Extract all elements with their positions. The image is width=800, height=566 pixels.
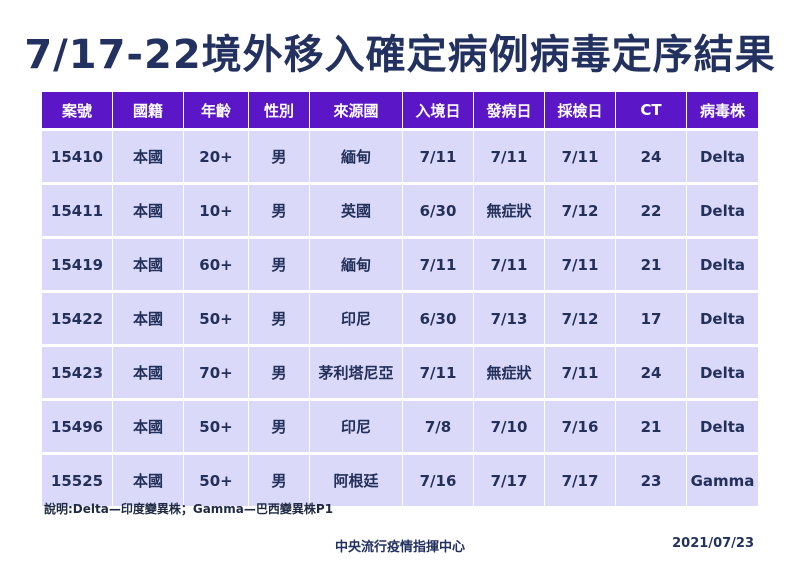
table-cell: 7/8 bbox=[403, 398, 474, 452]
table-cell: Delta bbox=[687, 290, 758, 344]
column-header: 來源國 bbox=[310, 92, 403, 128]
table-cell: 22 bbox=[616, 182, 687, 236]
table-cell: 20+ bbox=[184, 128, 249, 182]
table-cell: 17 bbox=[616, 290, 687, 344]
table-cell: 7/12 bbox=[545, 290, 616, 344]
table-cell: 本國 bbox=[113, 344, 184, 398]
table-cell: 本國 bbox=[113, 452, 184, 506]
table-cell: Delta bbox=[687, 236, 758, 290]
column-header: 入境日 bbox=[403, 92, 474, 128]
table-cell: 男 bbox=[249, 182, 310, 236]
table-cell: 21 bbox=[616, 398, 687, 452]
table-cell: 本國 bbox=[113, 398, 184, 452]
column-header: 年齡 bbox=[184, 92, 249, 128]
column-header: 國籍 bbox=[113, 92, 184, 128]
table-cell: 7/12 bbox=[545, 182, 616, 236]
table-cell: 60+ bbox=[184, 236, 249, 290]
table-row: 15496 本國 50+ 男印尼 7/8 7/10 7/16 21 Delta bbox=[42, 398, 758, 452]
sequencing-results-table: 案號 國籍 年齡 性別 來源國 入境日 發病日 採檢日 CT 病毒株 15410 本國 20+ 男緬甸 7… bbox=[42, 92, 758, 506]
table-cell: 本國 bbox=[113, 182, 184, 236]
table-cell: 7/11 bbox=[545, 128, 616, 182]
table-cell: 茅利塔尼亞 bbox=[310, 344, 403, 398]
column-header: 性別 bbox=[249, 92, 310, 128]
table-cell: 本國 bbox=[113, 290, 184, 344]
table-cell: 男 bbox=[249, 236, 310, 290]
legend-note: 說明:Delta—印度變異株；Gamma—巴西變異株P1 bbox=[44, 502, 334, 516]
table-cell: 7/16 bbox=[545, 398, 616, 452]
table-cell: 英國 bbox=[310, 182, 403, 236]
table-row: 15410 本國 20+ 男緬甸 7/11 7/11 7/11 24 Delta bbox=[42, 128, 758, 182]
table-cell: 7/11 bbox=[403, 236, 474, 290]
table-cell: 印尼 bbox=[310, 290, 403, 344]
page-title: 7/17-22境外移入確定病例病毒定序結果 bbox=[24, 32, 776, 78]
table-cell: 7/13 bbox=[474, 290, 545, 344]
table-cell: 7/11 bbox=[474, 128, 545, 182]
table-body: 15410 本國 20+ 男緬甸 7/11 7/11 7/11 24 Delta 15411 本國 1… bbox=[42, 128, 758, 506]
table-cell: 本國 bbox=[113, 236, 184, 290]
table-cell: 70+ bbox=[184, 344, 249, 398]
table-cell: 7/17 bbox=[545, 452, 616, 506]
table-cell: 7/11 bbox=[474, 236, 545, 290]
table-header-row: 案號 國籍 年齡 性別 來源國 入境日 發病日 採檢日 CT 病毒株 bbox=[42, 92, 758, 128]
organization-name: 中央流行疫情指揮中心 bbox=[334, 540, 465, 555]
table-cell: 15496 bbox=[42, 398, 113, 452]
table-row: 15525 本國 50+ 男阿根廷 7/16 7/17 7/17 23 Gamma bbox=[42, 452, 758, 506]
table-cell: 7/16 bbox=[403, 452, 474, 506]
table-cell: 7/17 bbox=[474, 452, 545, 506]
table-cell: 15525 bbox=[42, 452, 113, 506]
table-cell: 無症狀 bbox=[474, 344, 545, 398]
table-cell: 23 bbox=[616, 452, 687, 506]
table-cell: 緬甸 bbox=[310, 128, 403, 182]
table-cell: 15419 bbox=[42, 236, 113, 290]
table-cell: 7/11 bbox=[403, 128, 474, 182]
table-cell: 15410 bbox=[42, 128, 113, 182]
table-row: 15411 本國 10+ 男英國 6/30 無症狀 7/12 22 Delta bbox=[42, 182, 758, 236]
table-cell: 21 bbox=[616, 236, 687, 290]
table-cell: 6/30 bbox=[403, 290, 474, 344]
table-cell: 24 bbox=[616, 344, 687, 398]
publish-date: 2021/07/23 bbox=[672, 536, 754, 551]
table-cell: 緬甸 bbox=[310, 236, 403, 290]
table-row: 15422 本國 50+ 男印尼 6/30 7/13 7/12 17 Delta bbox=[42, 290, 758, 344]
table-row: 15419 本國 60+ 男緬甸 7/11 7/11 7/11 21 Delta bbox=[42, 236, 758, 290]
table-cell: 男 bbox=[249, 344, 310, 398]
table-cell: 24 bbox=[616, 128, 687, 182]
table-cell: 6/30 bbox=[403, 182, 474, 236]
table-cell: 15411 bbox=[42, 182, 113, 236]
table-cell: 男 bbox=[249, 290, 310, 344]
table-cell: 男 bbox=[249, 452, 310, 506]
table-cell: 15423 bbox=[42, 344, 113, 398]
table-cell: Gamma bbox=[687, 452, 758, 506]
table-cell: 50+ bbox=[184, 452, 249, 506]
column-header: CT bbox=[616, 92, 687, 128]
table-cell: 7/10 bbox=[474, 398, 545, 452]
table-row: 15423 本國 70+ 男茅利塔尼亞 7/11 無症狀 7/11 24 Delta bbox=[42, 344, 758, 398]
table-cell: Delta bbox=[687, 398, 758, 452]
table-cell: 男 bbox=[249, 128, 310, 182]
table-cell: 印尼 bbox=[310, 398, 403, 452]
column-header: 病毒株 bbox=[687, 92, 758, 128]
column-header: 發病日 bbox=[474, 92, 545, 128]
table-cell: 10+ bbox=[184, 182, 249, 236]
table-cell: 50+ bbox=[184, 398, 249, 452]
table-cell: 7/11 bbox=[403, 344, 474, 398]
table-cell: 無症狀 bbox=[474, 182, 545, 236]
table-cell: 阿根廷 bbox=[310, 452, 403, 506]
table-cell: 50+ bbox=[184, 290, 249, 344]
table-cell: 15422 bbox=[42, 290, 113, 344]
table-cell: 本國 bbox=[113, 128, 184, 182]
column-header: 採檢日 bbox=[545, 92, 616, 128]
table-cell: Delta bbox=[687, 128, 758, 182]
table-cell: Delta bbox=[687, 182, 758, 236]
table-cell: Delta bbox=[687, 344, 758, 398]
table-cell: 男 bbox=[249, 398, 310, 452]
column-header: 案號 bbox=[42, 92, 113, 128]
table-cell: 7/11 bbox=[545, 344, 616, 398]
table-cell: 7/11 bbox=[545, 236, 616, 290]
